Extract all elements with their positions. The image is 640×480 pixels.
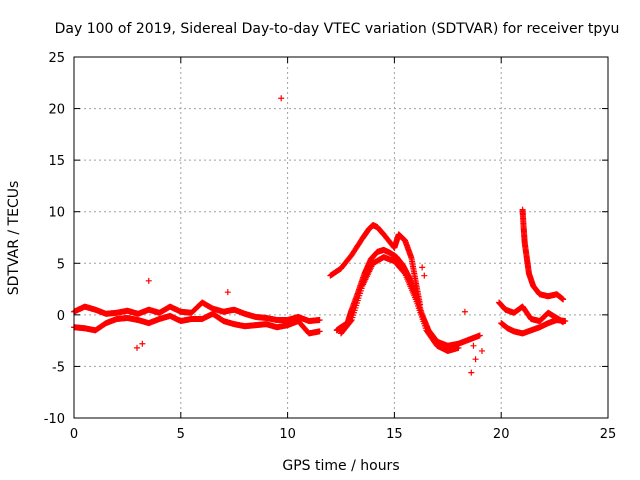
grid: [74, 57, 608, 418]
x-tick-label: 15: [386, 427, 403, 442]
data-point: [224, 289, 231, 296]
x-tick-label: 25: [600, 427, 617, 442]
series-outliers: [134, 95, 485, 376]
x-tick-label: 5: [177, 427, 185, 442]
axis-ticks: [73, 56, 609, 419]
data-point: [347, 317, 354, 324]
y-tick-label: 5: [57, 257, 65, 272]
y-tick-label: -10: [44, 412, 65, 427]
data-point: [278, 95, 285, 102]
x-tick-label: 10: [279, 427, 296, 442]
x-tick-labels: 0 5 10 15 20 25: [70, 427, 616, 442]
x-tick-label: 20: [493, 427, 510, 442]
chart-title: Day 100 of 2019, Sidereal Day-to-day VTE…: [55, 21, 620, 37]
data-point: [468, 369, 475, 376]
y-tick-label: 15: [48, 154, 65, 169]
data-point: [316, 328, 323, 335]
data-point: [560, 296, 567, 303]
data-point: [461, 308, 468, 315]
series-hump_high: [327, 222, 424, 308]
y-tick-labels: -10 -5 0 5 10 15 20 25: [44, 51, 65, 427]
data-point: [145, 277, 152, 284]
y-tick-label: 20: [48, 103, 65, 118]
series-hump_low: [338, 254, 462, 354]
data-point: [419, 264, 426, 271]
data-points: [71, 95, 569, 376]
x-tick-label: 0: [70, 427, 78, 442]
data-point: [316, 317, 323, 324]
y-tick-label: 10: [48, 206, 65, 221]
series-spike: [519, 206, 567, 303]
y-tick-label: -5: [52, 360, 65, 375]
data-point: [134, 344, 141, 351]
data-point: [560, 319, 567, 326]
series-band_lower: [71, 310, 323, 337]
data-point: [478, 347, 485, 354]
data-point: [455, 344, 462, 351]
y-tick-label: 0: [57, 309, 65, 324]
data-point: [476, 332, 483, 339]
y-tick-label: 25: [48, 51, 65, 66]
data-point: [139, 340, 146, 347]
data-point: [421, 272, 428, 279]
y-axis-label: SDTVAR / TECUs: [6, 181, 22, 296]
x-axis-label: GPS time / hours: [282, 458, 399, 474]
data-point: [472, 356, 479, 363]
data-point: [470, 342, 477, 349]
plot-frame: [73, 56, 609, 419]
series-tail_mid: [496, 299, 567, 326]
series-band_upper: [71, 299, 323, 325]
